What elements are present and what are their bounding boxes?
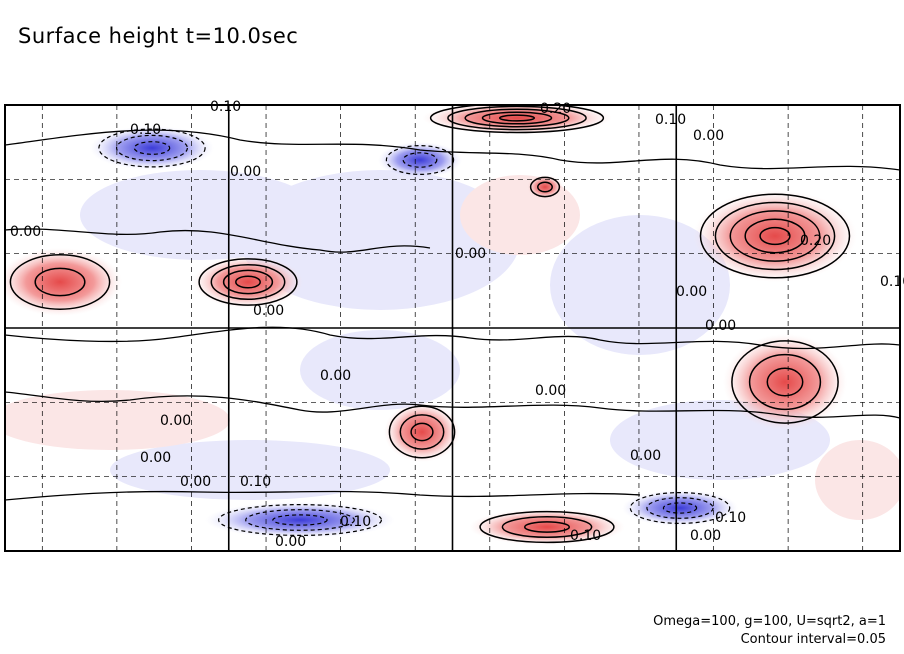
high-center-5: [693, 190, 857, 282]
contour-label-10: 0.00: [676, 284, 707, 300]
high-center-8: [723, 334, 847, 430]
contour-label-2: 0.10: [130, 122, 161, 138]
high-center-11: [469, 509, 625, 545]
contour-label-4: 0.10: [655, 112, 686, 128]
contour-label-21: 0.10: [340, 514, 371, 530]
contour-label-17: 0.00: [630, 448, 661, 464]
contour-label-12: 0.00: [253, 303, 284, 319]
background-region-4: [300, 330, 460, 410]
contour-label-5: 0.00: [693, 128, 724, 144]
zero-contour-5: [5, 490, 641, 501]
contour-label-22: 0.10: [570, 528, 601, 544]
contour-label-25: 0.00: [705, 318, 736, 334]
high-center-7: [193, 256, 303, 308]
background-region-7: [5, 390, 230, 450]
plot-frame: [4, 104, 901, 552]
contour-label-24: 0.00: [690, 528, 721, 544]
zero-contour-8: [419, 404, 900, 419]
contour-interval-note: Contour interval=0.05: [740, 632, 886, 647]
contour-label-6: 0.00: [230, 164, 261, 180]
contour-label-13: 0.00: [320, 368, 351, 384]
background-region-9: [815, 440, 900, 520]
low-center-12: [622, 490, 738, 526]
contour-label-3: 0.20: [540, 101, 571, 117]
contour-label-1: 0.10: [210, 99, 241, 115]
high-center-9: [384, 402, 460, 462]
contour-label-8: 0.00: [455, 246, 486, 262]
chart-title: Surface height t=10.0sec: [18, 24, 299, 48]
low-center-10: [205, 502, 395, 538]
contour-label-7: 0.00: [10, 224, 41, 240]
contour-label-19: 0.00: [275, 534, 306, 550]
background-region-6: [110, 440, 390, 500]
zero-contour-4: [5, 391, 421, 413]
zero-contour-6: [559, 158, 900, 171]
contour-label-9: 0.20: [800, 233, 831, 249]
contour-label-18: 0.00: [180, 474, 211, 490]
high-center-6: [5, 248, 122, 316]
background-region-2: [550, 215, 730, 355]
contour-label-14: 0.00: [535, 383, 566, 399]
zero-contour-1: [5, 129, 561, 161]
contour-label-20: 0.10: [240, 474, 271, 490]
low-center-2: [90, 126, 214, 170]
contour-label-16: 0.00: [140, 450, 171, 466]
contour-label-23: 0.10: [715, 510, 746, 526]
parameters-note: Omega=100, g=100, U=sqrt2, a=1: [653, 614, 886, 629]
contour-label-15: 0.00: [160, 413, 191, 429]
low-center-3: [378, 142, 462, 178]
background-region-3: [80, 170, 320, 260]
zero-contour-3: [5, 326, 601, 343]
high-center-4: [527, 175, 563, 199]
zero-contour-7: [599, 339, 900, 350]
high-center-1: [422, 105, 612, 134]
contour-label-11: 0.10: [880, 274, 904, 290]
